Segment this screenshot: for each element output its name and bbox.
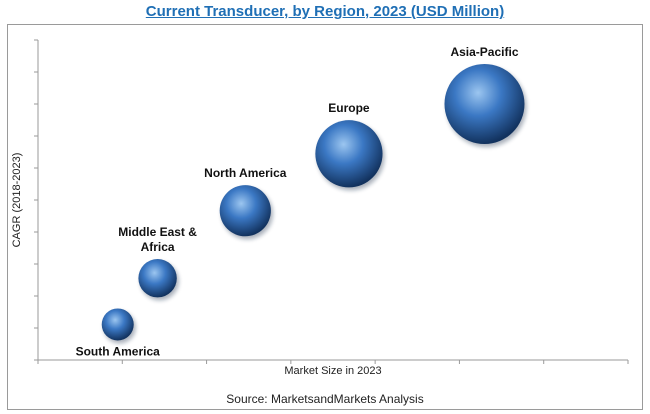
source-note: Source: MarketsandMarkets Analysis [226, 392, 424, 406]
bubble-label-asia-pacific: Asia-Pacific [450, 45, 518, 59]
chart-frame [7, 24, 643, 410]
bubble-label-middle-east-africa: Africa [141, 240, 175, 254]
bubble-north-america [219, 185, 271, 237]
bubble-europe [315, 120, 383, 188]
x-axis-label: Market Size in 2023 [284, 365, 381, 377]
bubble-south-america [101, 308, 134, 341]
bubble-label-north-america: North America [204, 166, 287, 180]
bubble-label-south-america: South America [76, 344, 161, 358]
bubble-middle-east-africa [138, 259, 177, 298]
chart-title: Current Transducer, by Region, 2023 (USD… [145, 3, 505, 20]
bubble-label-middle-east-africa: Middle East & [118, 225, 197, 239]
bubble-label-europe: Europe [328, 101, 370, 115]
y-axis-label: CAGR (2018-2023) [11, 153, 23, 248]
bubble-asia-pacific [444, 64, 525, 144]
